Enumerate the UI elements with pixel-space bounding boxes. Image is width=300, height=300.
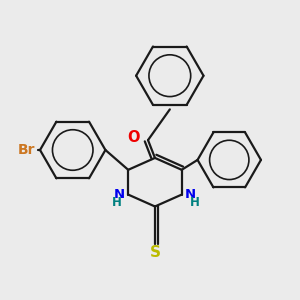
Text: S: S xyxy=(149,244,161,260)
Text: O: O xyxy=(127,130,140,145)
Text: N: N xyxy=(185,188,196,201)
Text: Br: Br xyxy=(18,143,35,157)
Text: H: H xyxy=(190,196,200,209)
Text: H: H xyxy=(111,196,121,209)
Text: N: N xyxy=(114,188,125,201)
